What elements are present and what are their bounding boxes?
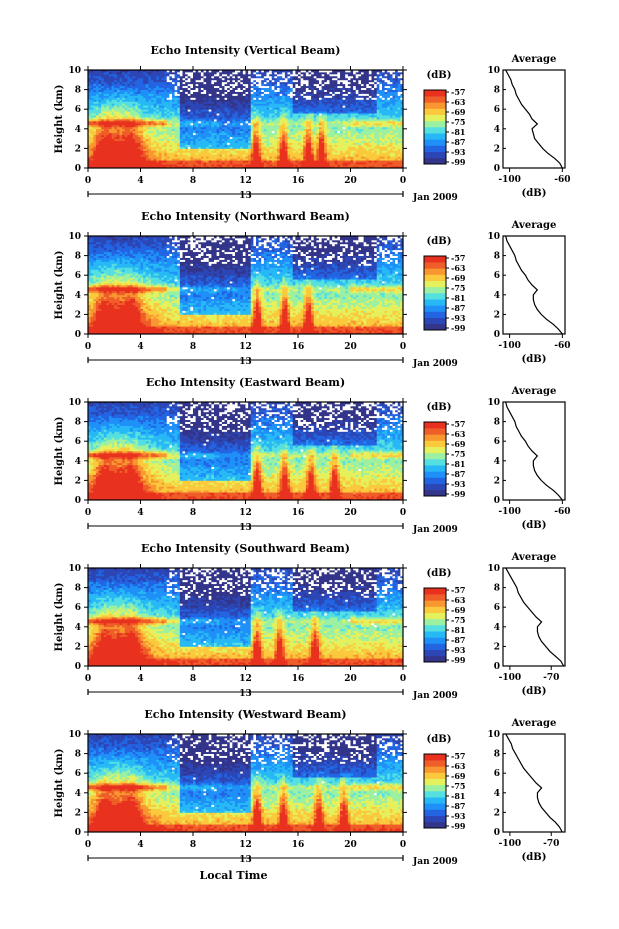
heatmap-cells (88, 70, 403, 168)
echo-intensity-figure: Echo Intensity (Vertical Beam)0246810Hei… (0, 0, 619, 929)
panel-title: Echo Intensity (Vertical Beam) (150, 44, 340, 57)
panel-1: Echo Intensity (Vertical Beam)0246810Hei… (54, 44, 570, 203)
